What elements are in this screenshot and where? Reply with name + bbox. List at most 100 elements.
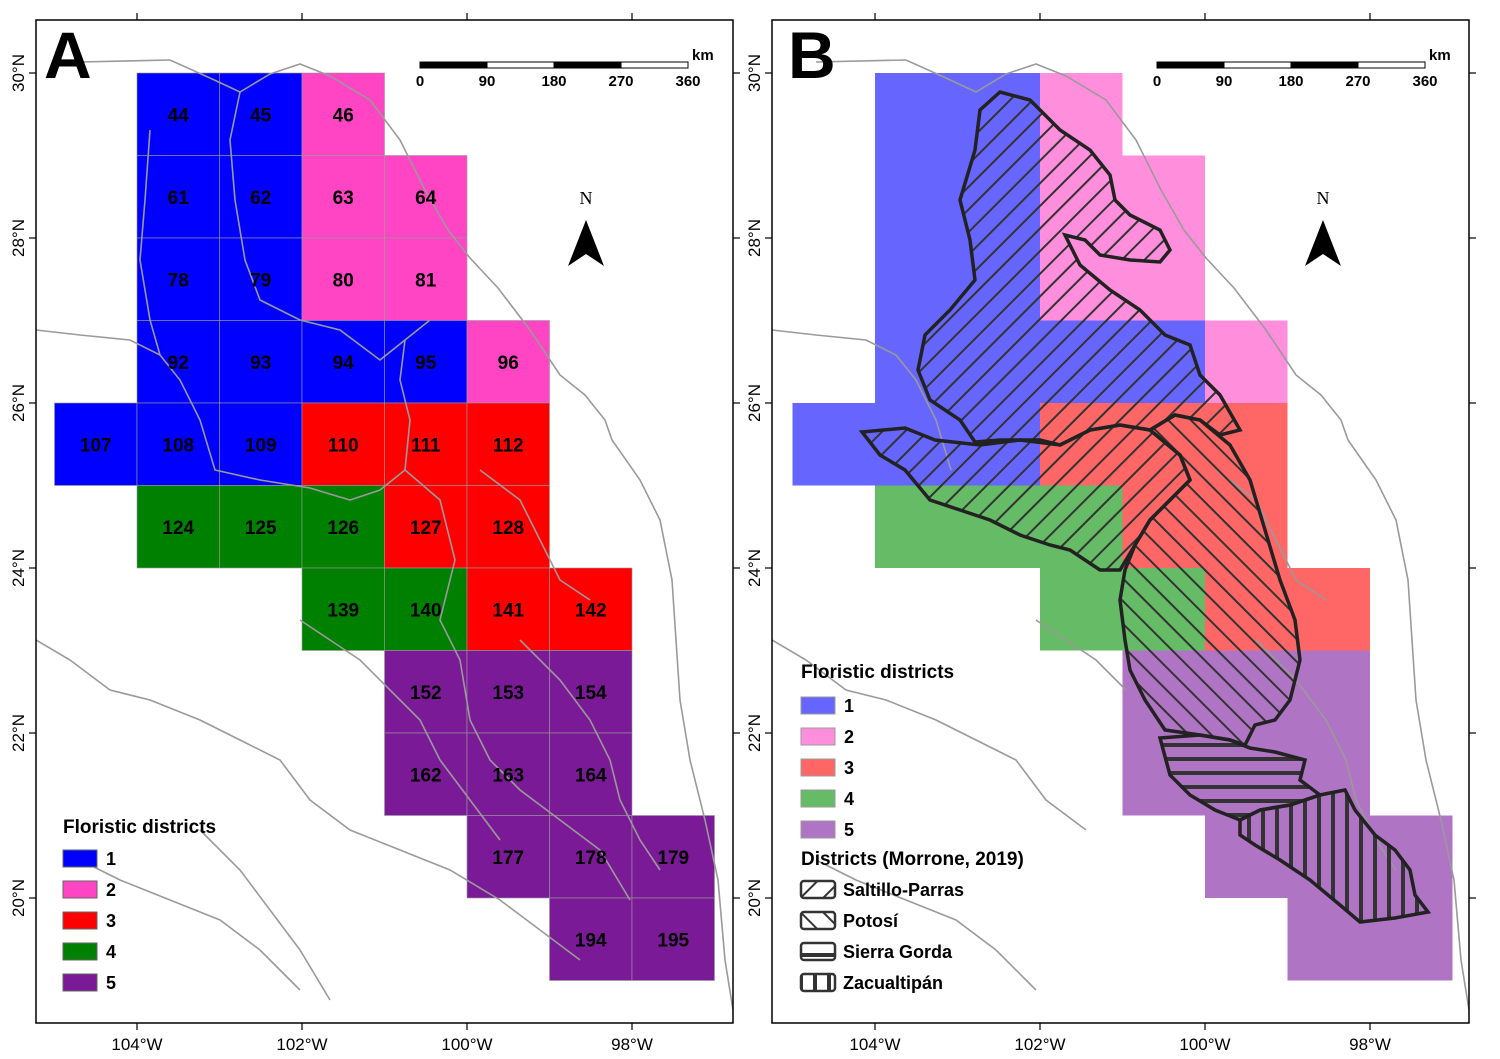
panel-a-north-arrow: N [568,188,604,266]
panel-a-legend: Floristic districts 1 2 3 4 5 [62,817,216,993]
grid-cell-142 [1287,568,1370,651]
grid-cell-111 [384,402,468,486]
grid-cell-95 [384,320,468,404]
legend-swatch-1 [800,696,836,715]
us-mexico-border [79,59,613,441]
grid-cell-124 [136,485,220,569]
grid-cell-78 [136,237,220,321]
grid-cell-96 [466,320,550,404]
grid-cell-46 [301,72,385,156]
scale-tick-label: 90 [1216,73,1233,90]
grid-cell-64 [384,155,468,239]
panel-b-morrone-districts [858,90,1432,924]
state-border-b-1 [772,329,952,471]
lat-tick-label: 30°N [745,54,764,92]
cell-label-141: 141 [492,600,524,621]
lat-tick-label: 28°N [9,219,28,257]
grid-cell-93 [219,320,303,404]
scale-tick-label: 0 [1153,73,1161,90]
north-arrow-icon [568,220,604,266]
panel-b-map: B 0 90 180 270 360 km N Floristic districts 1 2… [771,18,1470,1024]
lat-tick-label: 22°N [9,714,28,752]
grid-cell-109 [219,402,303,486]
cell-label-45: 45 [250,105,272,126]
legend-label-5: 5 [106,973,116,993]
lon-tick-label: 100°W [441,1035,492,1054]
cell-label-79: 79 [250,270,271,291]
panel-b-scale-bar: 0 90 180 270 360 km [1153,47,1451,90]
grid-cell-195 [631,897,715,981]
cell-label-95: 95 [415,353,437,374]
north-label-b: N [1317,188,1330,208]
lat-tick-label: 26°N [9,384,28,422]
grid-cell-179 [631,815,715,899]
cell-label-109: 109 [245,435,277,456]
us-mexico-border-b [815,59,1349,441]
state-border-10 [479,469,591,601]
scale-segment [553,61,622,69]
cell-label-162: 162 [410,765,442,786]
state-border-4 [404,469,631,901]
cell-label-78: 78 [168,270,189,291]
coastline-b [1347,439,1469,1011]
grid-cell-110 [301,402,385,486]
lon-tick-label: 100°W [1179,1035,1230,1054]
legend-swatch-5 [800,820,836,839]
scale-segment [1290,61,1359,69]
lon-tick-label: 102°W [276,1035,327,1054]
panel-a-grid-cells [54,72,715,981]
grid-cell-96 [1205,320,1288,403]
cell-label-153: 153 [492,683,524,704]
cell-label-179: 179 [657,848,689,869]
district-saltillo-parras-north [916,90,1243,447]
grid-cell-108 [136,402,220,486]
grid-cell-164 [549,732,633,816]
lat-tick-label: 20°N [9,879,28,917]
grid-cell-80 [301,237,385,321]
cell-label-124: 124 [162,518,194,539]
cell-label-128: 128 [492,518,524,539]
lat-tick-label: 26°N [745,384,764,422]
morrone-label: Saltillo-Parras [843,880,964,900]
north-label-a: N [580,188,593,208]
state-border-3 [229,91,406,362]
grid-cell-79 [219,237,303,321]
legend-title: Floristic districts [63,817,216,838]
grid-cell-153 [466,650,550,734]
scale-tick-label: 360 [675,73,700,90]
scale-tick-label: 270 [1345,73,1370,90]
lat-tick-label: 28°N [745,219,764,257]
cell-label-80: 80 [333,270,354,291]
grid-cell-178 [549,815,633,899]
grid-cell-44 [136,72,220,156]
legend-label-2: 2 [844,727,854,747]
cell-label-163: 163 [492,765,524,786]
scale-segment [1156,61,1225,69]
state-border-9 [519,639,661,871]
lon-tick-label: 102°W [1014,1035,1065,1054]
cell-label-139: 139 [327,600,359,621]
cell-label-140: 140 [410,600,442,621]
state-border-5 [36,639,581,961]
scale-tick-label: 90 [479,73,496,90]
grid-cell-139 [1040,568,1123,651]
cell-label-61: 61 [168,188,190,209]
scale-segment [419,61,488,69]
panel-b-north-arrow: N [1305,188,1341,266]
grid-cell-154 [549,650,633,734]
morrone-label: Zacualtipán [843,973,943,993]
cell-label-112: 112 [493,435,524,456]
cell-label-92: 92 [168,353,189,374]
legend-swatch-2 [800,727,836,746]
grid-cell-61 [136,155,220,239]
state-border-8 [199,829,331,1001]
morrone-swatch-horizontal [799,941,837,962]
grid-cell-61 [875,155,958,238]
cell-label-164: 164 [575,765,607,786]
legend-title: Floristic districts [801,662,954,683]
scale-tick-label: 180 [541,73,566,90]
lat-tick-label: 30°N [9,54,28,92]
state-border-b-2 [772,639,1087,831]
scale-tick-label: 0 [416,73,424,90]
